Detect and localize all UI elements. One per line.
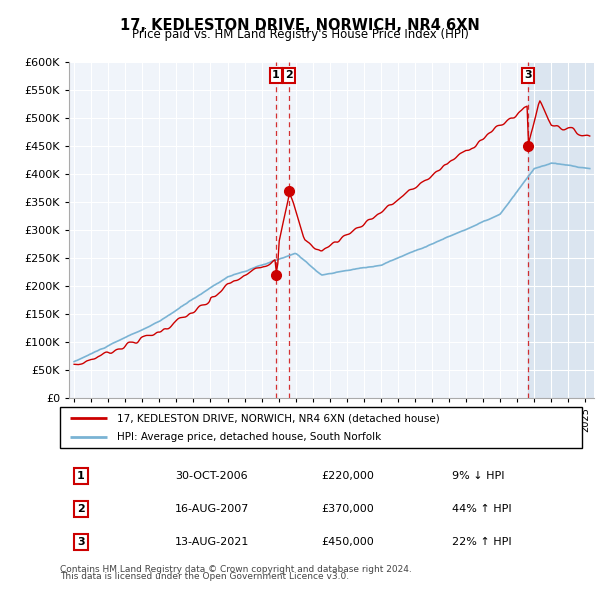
Text: Price paid vs. HM Land Registry's House Price Index (HPI): Price paid vs. HM Land Registry's House … (131, 28, 469, 41)
Text: £450,000: £450,000 (321, 537, 374, 547)
Text: 22% ↑ HPI: 22% ↑ HPI (452, 537, 511, 547)
Text: This data is licensed under the Open Government Licence v3.0.: This data is licensed under the Open Gov… (60, 572, 349, 581)
Text: 17, KEDLESTON DRIVE, NORWICH, NR4 6XN: 17, KEDLESTON DRIVE, NORWICH, NR4 6XN (120, 18, 480, 32)
Text: 17, KEDLESTON DRIVE, NORWICH, NR4 6XN (detached house): 17, KEDLESTON DRIVE, NORWICH, NR4 6XN (d… (118, 413, 440, 423)
Text: Contains HM Land Registry data © Crown copyright and database right 2024.: Contains HM Land Registry data © Crown c… (60, 565, 412, 573)
Text: 44% ↑ HPI: 44% ↑ HPI (452, 504, 511, 514)
Text: HPI: Average price, detached house, South Norfolk: HPI: Average price, detached house, Sout… (118, 432, 382, 442)
Text: 3: 3 (77, 537, 85, 547)
Text: 1: 1 (77, 471, 85, 481)
Text: £370,000: £370,000 (321, 504, 374, 514)
Text: £220,000: £220,000 (321, 471, 374, 481)
Text: 13-AUG-2021: 13-AUG-2021 (175, 537, 249, 547)
Text: 1: 1 (272, 70, 280, 80)
Text: 16-AUG-2007: 16-AUG-2007 (175, 504, 249, 514)
Text: 30-OCT-2006: 30-OCT-2006 (175, 471, 247, 481)
Text: 2: 2 (77, 504, 85, 514)
Text: 3: 3 (524, 70, 532, 80)
Bar (528, 62, 599, 398)
Text: 2: 2 (286, 70, 293, 80)
Text: 9% ↓ HPI: 9% ↓ HPI (452, 471, 504, 481)
